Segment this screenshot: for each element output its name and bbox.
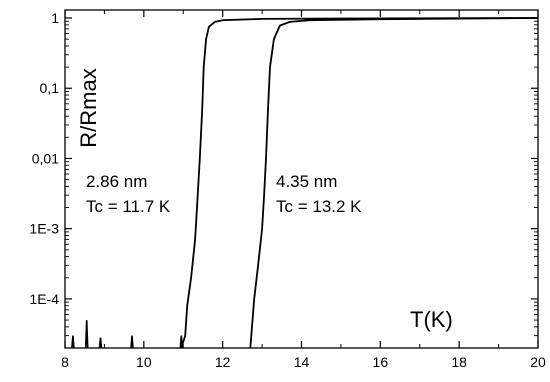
noise-spike [98,337,103,349]
x-tick-label: 16 [373,354,389,370]
x-tick-label: 14 [294,354,310,370]
noise-spike [130,335,134,349]
noise-spike [84,320,89,349]
x-tick-label: 12 [215,354,231,370]
y-tick-label: 1E-4 [29,291,59,307]
x-tick-label: 18 [451,354,467,370]
annotation-2-86nm-thickness: 2.86 nm [86,172,147,191]
plot-area [71,17,539,349]
x-tick-label: 20 [530,354,546,370]
series-4-35nm-curve [249,17,539,349]
annotation-4-35nm-thickness: 4.35 nm [276,172,337,191]
y-axis-title: R/Rmax [76,68,101,147]
annotation-4-35nm-tc: Tc = 13.2 K [276,197,362,216]
x-tick-label: 8 [61,354,69,370]
y-tick-label: 1 [51,10,59,26]
axis-ticks: 8 10 12 14 16 18 20 1 0,1 0,01 1E-3 1E-4 [29,10,546,370]
y-tick-label: 1E-3 [29,221,59,237]
series-2-86nm-curve [180,17,539,349]
y-tick-label: 0,1 [40,80,60,96]
x-tick-label: 10 [136,354,152,370]
y-tick-label: 0,01 [32,150,59,166]
noise-spike [179,335,184,349]
x-axis-title: T(K) [410,307,453,332]
annotation-2-86nm-tc: Tc = 11.7 K [86,197,171,216]
noise-spike [71,335,75,349]
